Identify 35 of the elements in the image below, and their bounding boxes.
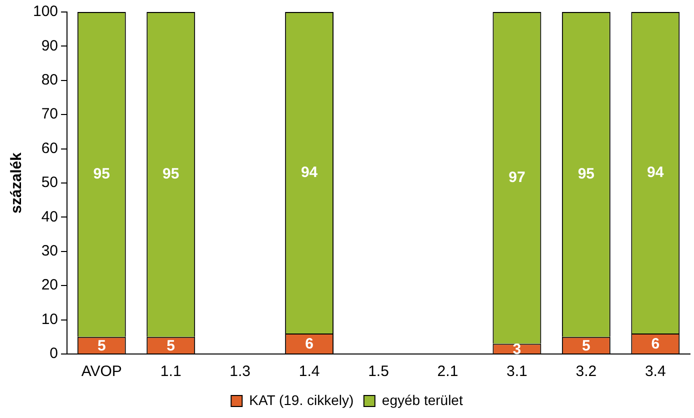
data-label: 97 — [508, 169, 526, 186]
y-tick-label: 20 — [41, 276, 58, 294]
y-tick-label: 70 — [41, 106, 58, 123]
x-tick-label: 1.4 — [298, 363, 320, 380]
y-tick-label: 30 — [41, 242, 58, 260]
x-tick-label: 3.1 — [506, 363, 528, 380]
y-tick-label: 0 — [50, 345, 58, 362]
legend-label: KAT (19. cikkely) — [249, 392, 354, 408]
x-tick-label: 1.5 — [368, 363, 389, 380]
data-label: 5 — [582, 337, 590, 354]
data-label: 6 — [651, 336, 660, 353]
data-label: 95 — [578, 166, 595, 183]
data-label: 94 — [647, 164, 664, 181]
x-tick-label: 1.3 — [230, 363, 251, 380]
data-label: 3 — [512, 340, 522, 358]
data-label: 95 — [162, 166, 180, 183]
y-tick-label: 60 — [41, 140, 58, 157]
x-tick-label: 3.4 — [644, 363, 666, 380]
y-axis-title: százalék — [8, 152, 26, 214]
y-tick-label: 10 — [41, 310, 58, 328]
y-tick-label: 40 — [41, 208, 58, 226]
x-tick-label: 3.2 — [576, 363, 597, 380]
y-tick-label: 100 — [32, 3, 58, 20]
data-label: 95 — [93, 166, 110, 183]
y-tick-label: 90 — [41, 37, 58, 54]
data-label: 5 — [166, 337, 176, 354]
x-tick-label: 2.1 — [437, 363, 458, 380]
data-label: 6 — [305, 336, 314, 353]
data-label: 94 — [300, 164, 318, 181]
x-tick-label: 1.1 — [160, 363, 182, 380]
data-label: 5 — [97, 337, 106, 354]
legend-label: egyéb terület — [382, 392, 463, 408]
y-tick-label: 50 — [41, 174, 58, 192]
y-tick-label: 80 — [41, 72, 58, 89]
x-tick-label: AVOP — [81, 363, 122, 380]
